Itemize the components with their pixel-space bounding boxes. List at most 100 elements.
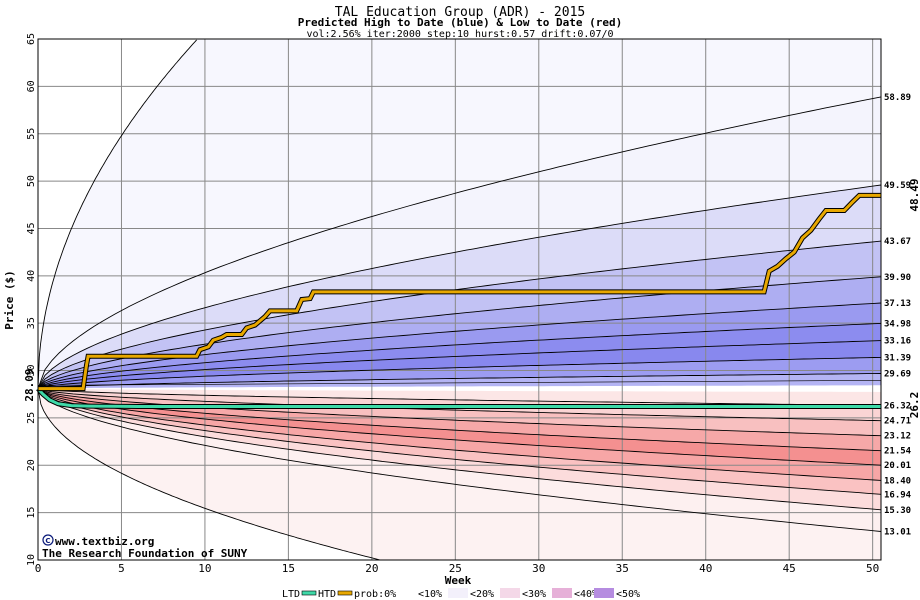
watermark-url: www.textbiz.org (55, 535, 154, 548)
upper-boundary-6 (37, 340, 882, 390)
right-value-label: 16.94 (884, 490, 912, 500)
lower-band-7 (38, 388, 881, 510)
lower-band-5 (38, 388, 881, 481)
center-line-upper (37, 380, 882, 386)
right-value-labels: 58.89 49.59 43.67 39.90 37.13 34.98 33.16 31.39… (884, 93, 912, 538)
right-value-label: 49.59 (884, 181, 911, 191)
legend-swatch-0 (396, 588, 416, 598)
y-tick-label: 65 (26, 33, 37, 45)
lower-boundary-3 (37, 388, 882, 452)
price-series (36, 192, 881, 409)
right-value-label: 39.90 (884, 273, 911, 283)
upper-band-8 (38, 373, 881, 389)
lower-band-2 (38, 388, 881, 436)
upper-band-2 (38, 241, 881, 389)
upper-boundary-0 (37, 96, 882, 389)
x-tick-label: 25 (449, 562, 462, 575)
right-value-label: 18.40 (884, 476, 911, 486)
right-value-label: 43.67 (884, 237, 911, 247)
lower-boundary-1 (37, 388, 882, 422)
right-value-label: 29.69 (884, 369, 911, 379)
lower-boundary-8 (37, 388, 882, 532)
upper-band-1 (38, 185, 881, 389)
right-value-label: 20.01 (884, 461, 911, 471)
copyright-icon (42, 534, 54, 546)
upper-outer-boundary (37, 39, 197, 389)
lower-band-3 (38, 388, 881, 451)
x-tick-label: 30 (532, 562, 545, 575)
legend-swatch-20 (500, 588, 520, 598)
y-tick-label: 50 (26, 175, 37, 187)
y-tick-label: 35 (26, 317, 37, 329)
legend-htd-label: HTD (318, 589, 336, 600)
legend-label-40: <40% (574, 589, 598, 600)
y-tick-label: 40 (26, 270, 37, 282)
watermark: C www.textbiz.org The Research Foundatio… (42, 534, 248, 560)
legend-label-30: <30% (522, 589, 546, 600)
right-value-label: 33.16 (884, 337, 911, 347)
x-tick-label: 15 (282, 562, 295, 575)
right-value-label: 34.98 (884, 319, 911, 329)
x-axis-label: Week (445, 574, 472, 587)
right-value-label: 21.54 (884, 447, 912, 457)
right-value-label: 23.12 (884, 432, 911, 442)
high-to-date-label: 48.49 (908, 178, 920, 211)
right-value-label: 15.30 (884, 506, 911, 516)
upper-band-0 (38, 96, 881, 389)
right-value-label: 58.89 (884, 93, 911, 103)
y-tick-label: 15 (26, 507, 37, 519)
y-tick-label: 45 (26, 222, 37, 234)
upper-boundary-1 (37, 184, 882, 389)
y-tick-label: 30 (26, 365, 37, 377)
lower-band-8 (38, 388, 881, 532)
right-value-label: 13.01 (884, 527, 911, 537)
lower-band-4 (38, 388, 881, 466)
band-boundary-lines (37, 39, 882, 561)
upper-band-6 (38, 340, 881, 389)
x-tick-label: 40 (699, 562, 712, 575)
upper-boundary-5 (37, 322, 882, 389)
legend-swatch-40 (594, 588, 614, 598)
upper-boundary-3 (37, 276, 882, 389)
upper-band-7 (38, 357, 881, 389)
y-tick-label: 10 (26, 554, 37, 566)
htd-line (38, 193, 881, 391)
upper-band-4 (38, 303, 881, 389)
legend-swatch-30 (552, 588, 572, 598)
right-value-label: 37.13 (884, 299, 911, 309)
legend-htd-swatch (337, 590, 353, 596)
lower-band-outer (38, 388, 881, 560)
y-tick-label: 20 (26, 459, 37, 471)
plot-frame (37, 38, 882, 561)
x-tick-label: 0 (35, 562, 42, 575)
upper-boundary-8 (37, 373, 882, 390)
probability-bands (38, 39, 881, 560)
upper-band-outer (38, 39, 881, 389)
ltd-line (36, 387, 881, 408)
y-tick-label: 55 (26, 128, 37, 140)
x-axis-ticks: 0 5 10 15 20 25 30 35 40 45 50 (35, 562, 880, 575)
x-tick-label: 35 (616, 562, 629, 575)
upper-boundary-2 (37, 240, 882, 389)
lower-boundary-5 (37, 388, 882, 481)
lower-boundary-0 (37, 388, 882, 406)
legend-ltd-label: LTD (282, 589, 300, 600)
lower-band-6 (38, 388, 881, 495)
legend-label-20: <20% (470, 589, 494, 600)
start-price-label: 28.09 (23, 368, 36, 401)
y-axis-label: Price ($) (3, 270, 16, 330)
upper-boundary-7 (37, 356, 882, 390)
x-tick-label: 10 (198, 562, 211, 575)
right-value-label: 31.39 (884, 353, 911, 363)
lower-band-0 (38, 388, 881, 406)
x-tick-label: 20 (365, 562, 378, 575)
legend: LTD HTD prob:0% <10% <20% <30% <40% <50% (282, 588, 640, 600)
low-to-date-label: 26.2 (908, 392, 920, 419)
right-value-label: 24.71 (884, 417, 911, 427)
upper-band-3 (38, 276, 881, 389)
copyright-letter: C (45, 537, 50, 545)
chart-params: vol:2.56% iter:2000 step:10 hurst:0.57 d… (306, 29, 613, 40)
y-tick-label: 60 (26, 80, 37, 92)
watermark-org: The Research Foundation of SUNY (42, 547, 248, 560)
